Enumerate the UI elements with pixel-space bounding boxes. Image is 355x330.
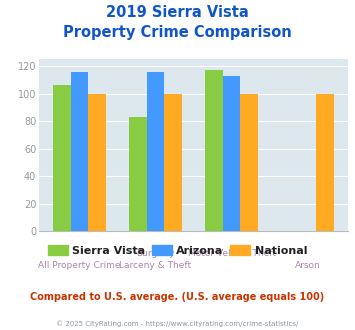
Text: © 2025 CityRating.com - https://www.cityrating.com/crime-statistics/: © 2025 CityRating.com - https://www.city… (56, 321, 299, 327)
Text: Compared to U.S. average. (U.S. average equals 100): Compared to U.S. average. (U.S. average … (31, 292, 324, 302)
Bar (316, 94, 334, 231)
Bar (223, 76, 240, 231)
Legend: Sierra Vista, Arizona, National: Sierra Vista, Arizona, National (43, 241, 312, 260)
Text: All Property Crime: All Property Crime (38, 261, 121, 270)
Bar (147, 72, 164, 231)
Text: Motor Vehicle Theft: Motor Vehicle Theft (187, 249, 275, 258)
Text: Larceny & Theft: Larceny & Theft (119, 261, 191, 270)
Text: Burglary: Burglary (136, 249, 175, 258)
Text: 2019 Sierra Vista: 2019 Sierra Vista (106, 5, 249, 20)
Bar (53, 85, 71, 231)
Bar (205, 70, 223, 231)
Bar (164, 94, 182, 231)
Bar (240, 94, 258, 231)
Bar (129, 117, 147, 231)
Text: Arson: Arson (295, 261, 321, 270)
Bar (88, 94, 105, 231)
Bar (71, 72, 88, 231)
Text: Property Crime Comparison: Property Crime Comparison (63, 25, 292, 40)
